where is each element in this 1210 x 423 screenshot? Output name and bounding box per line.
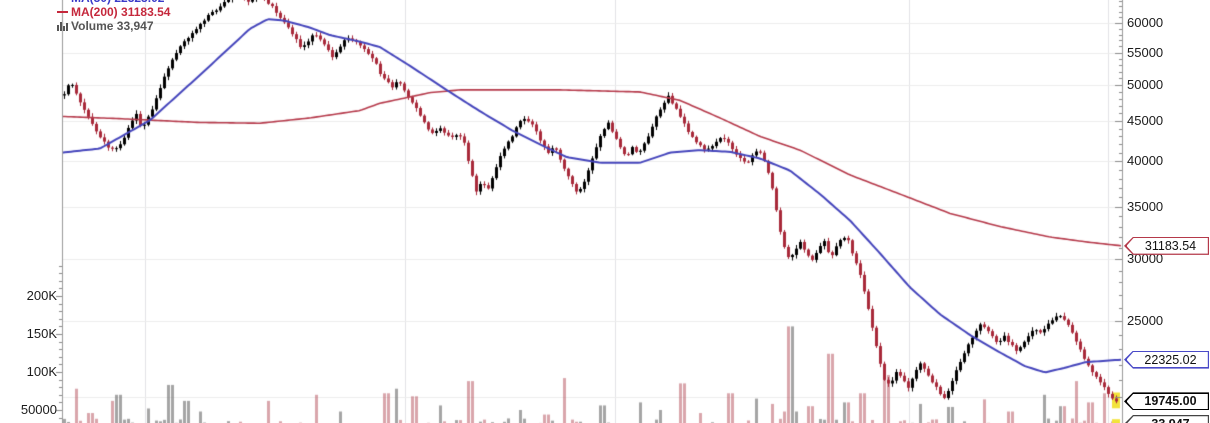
legend-ma200-row[interactable]: MA(200) 31183.54 [57,5,170,19]
ma200-value: 31183.54 [121,5,171,19]
volume-value: 33,947 [116,19,154,33]
ma200-line-swatch [57,11,68,13]
legend-volume-row[interactable]: Volume 33,947 [57,19,170,33]
ma50-value: 22325.02 [114,0,164,5]
price-tick-label: 60000 [1127,15,1164,30]
ma200-price-callout: 31183.54 [1124,236,1209,255]
price-tick-label: 50000 [1127,77,1164,93]
ma200-label: MA(200) [71,5,118,19]
ma50-label: MA(50) [71,0,111,5]
price-tick-label: 55000 [1127,44,1164,60]
price-tick-label: 45000 [1127,112,1164,128]
price-tick-label: 35000 [1127,198,1164,214]
last-price-callout: 19745.00 [1124,392,1209,411]
volume-tick-label: 100K [26,364,57,379]
legend-ma50-row[interactable]: MA(50) 22325.02 [57,0,170,5]
volume-callout: 33,947 [1124,415,1209,423]
price-tick-label: 65000 [1127,0,1163,3]
volume-tick-label: 150K [26,326,57,341]
volume-tick-label: 200K [26,288,57,303]
volume-label: Volume [71,19,114,33]
legend: MA(50) 22325.02 MA(200) 31183.54 Volume … [57,0,170,33]
volume-bars-icon [57,20,68,34]
volume-tick-label: 50000 [20,402,57,417]
price-tick-label: 40000 [1127,153,1164,169]
price-tick-label: 25000 [1127,313,1164,329]
ma50-price-callout: 22325.02 [1124,350,1209,369]
